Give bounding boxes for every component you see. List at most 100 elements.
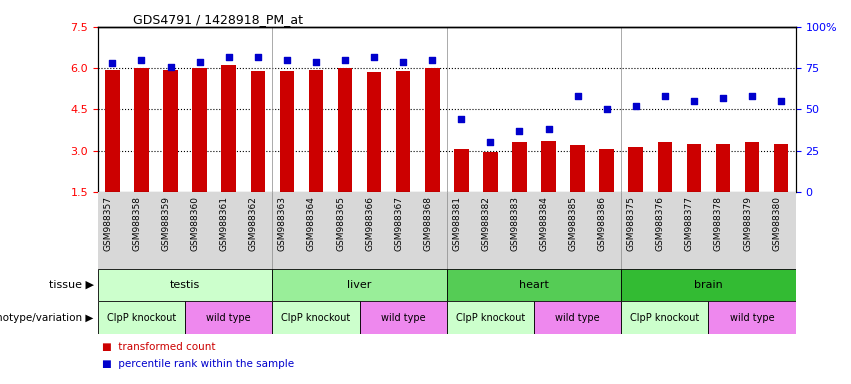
Bar: [454, 149, 469, 192]
Bar: [621, 301, 708, 334]
Bar: [396, 71, 410, 192]
Text: genotype/variation ▶: genotype/variation ▶: [0, 313, 94, 323]
Bar: [629, 147, 643, 192]
Bar: [687, 144, 701, 192]
Bar: [98, 301, 186, 334]
Bar: [163, 70, 178, 192]
Bar: [658, 142, 672, 192]
Text: GSM988362: GSM988362: [248, 196, 258, 251]
Point: [134, 57, 148, 63]
Point: [774, 98, 788, 104]
Bar: [192, 68, 207, 192]
Text: ClpP knockout: ClpP knockout: [631, 313, 700, 323]
Point: [512, 128, 526, 134]
Bar: [221, 65, 236, 192]
Text: ClpP knockout: ClpP knockout: [107, 313, 176, 323]
Text: wild type: wild type: [556, 313, 600, 323]
Text: GSM988358: GSM988358: [133, 196, 141, 251]
Bar: [309, 70, 323, 192]
Text: wild type: wild type: [730, 313, 774, 323]
Point: [222, 53, 236, 60]
Point: [338, 57, 351, 63]
Bar: [272, 301, 360, 334]
Text: ■  percentile rank within the sample: ■ percentile rank within the sample: [102, 359, 294, 369]
Text: GSM988380: GSM988380: [772, 196, 781, 251]
Point: [106, 60, 119, 66]
Text: GSM988384: GSM988384: [540, 196, 549, 251]
Point: [426, 57, 439, 63]
Bar: [359, 301, 447, 334]
Bar: [186, 301, 272, 334]
Bar: [447, 269, 621, 301]
Bar: [483, 152, 498, 192]
Text: GSM988379: GSM988379: [743, 196, 752, 251]
Point: [629, 103, 643, 109]
Text: wild type: wild type: [381, 313, 426, 323]
Text: GSM988376: GSM988376: [656, 196, 665, 251]
Text: GSM988361: GSM988361: [220, 196, 229, 251]
Text: ClpP knockout: ClpP knockout: [282, 313, 351, 323]
Bar: [280, 71, 294, 192]
Bar: [250, 71, 265, 192]
Bar: [774, 144, 788, 192]
Point: [717, 95, 730, 101]
Point: [397, 58, 410, 65]
Text: GSM988364: GSM988364: [307, 196, 316, 251]
Bar: [599, 149, 614, 192]
Bar: [541, 141, 556, 192]
Text: GSM988357: GSM988357: [104, 196, 112, 251]
Text: GSM988378: GSM988378: [714, 196, 723, 251]
Point: [163, 63, 177, 70]
Text: heart: heart: [519, 280, 549, 290]
Text: GSM988365: GSM988365: [336, 196, 345, 251]
Bar: [716, 144, 730, 192]
Point: [251, 53, 265, 60]
Text: GSM988367: GSM988367: [394, 196, 403, 251]
Bar: [709, 301, 796, 334]
Text: wild type: wild type: [207, 313, 251, 323]
Text: GSM988385: GSM988385: [568, 196, 578, 251]
Point: [600, 106, 614, 113]
Text: liver: liver: [347, 280, 372, 290]
Bar: [338, 68, 352, 192]
Text: GSM988368: GSM988368: [423, 196, 432, 251]
Text: GDS4791 / 1428918_PM_at: GDS4791 / 1428918_PM_at: [133, 13, 303, 26]
Text: GSM988359: GSM988359: [162, 196, 170, 251]
Bar: [570, 145, 585, 192]
Text: GSM988383: GSM988383: [511, 196, 519, 251]
Text: GSM988363: GSM988363: [278, 196, 287, 251]
Text: brain: brain: [694, 280, 722, 290]
Point: [745, 93, 759, 99]
Bar: [425, 68, 439, 192]
Point: [280, 57, 294, 63]
Point: [454, 116, 468, 122]
Point: [368, 53, 381, 60]
Bar: [106, 70, 120, 192]
Bar: [745, 142, 759, 192]
Text: GSM988386: GSM988386: [597, 196, 607, 251]
Text: ■  transformed count: ■ transformed count: [102, 342, 215, 352]
Bar: [98, 269, 272, 301]
Text: GSM988360: GSM988360: [191, 196, 200, 251]
Point: [687, 98, 700, 104]
Point: [658, 93, 671, 99]
Point: [193, 58, 207, 65]
Text: tissue ▶: tissue ▶: [49, 280, 94, 290]
Point: [571, 93, 585, 99]
Text: testis: testis: [170, 280, 200, 290]
Bar: [272, 269, 447, 301]
Bar: [512, 142, 527, 192]
Text: GSM988382: GSM988382: [482, 196, 490, 251]
Text: GSM988381: GSM988381: [453, 196, 461, 251]
Text: GSM988375: GSM988375: [627, 196, 636, 251]
Bar: [134, 68, 149, 192]
Text: GSM988366: GSM988366: [365, 196, 374, 251]
Text: ClpP knockout: ClpP knockout: [456, 313, 525, 323]
Bar: [621, 269, 796, 301]
Bar: [447, 301, 534, 334]
Bar: [367, 72, 381, 192]
Bar: [534, 301, 621, 334]
Point: [542, 126, 556, 132]
Text: GSM988377: GSM988377: [685, 196, 694, 251]
Point: [309, 58, 323, 65]
